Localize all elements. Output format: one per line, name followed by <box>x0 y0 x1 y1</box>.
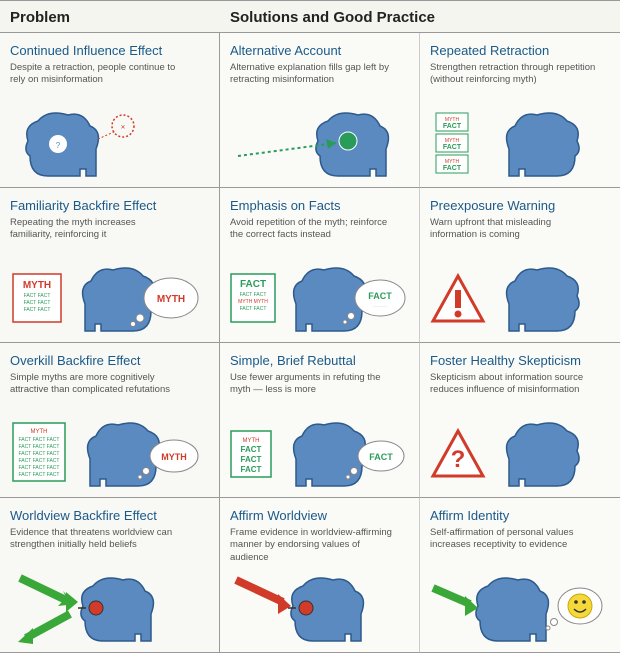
title: Alternative Account <box>230 43 411 58</box>
svg-text:FACT: FACT <box>241 465 262 474</box>
illus-alternative-account <box>228 101 411 181</box>
svg-text:MYTH: MYTH <box>31 429 48 435</box>
illus-simple-rebuttal: MYTH FACT FACT FACT FACT <box>228 411 411 491</box>
svg-text:FACT FACT: FACT FACT <box>24 293 51 299</box>
svg-text:FACT FACT: FACT FACT <box>240 292 267 298</box>
svg-text:~~~~~~: ~~~~~~ <box>373 304 388 309</box>
title: Familiarity Backfire Effect <box>10 198 211 213</box>
svg-text:FACT FACT: FACT FACT <box>240 306 267 312</box>
svg-text:?: ? <box>451 446 466 473</box>
svg-text:✕: ✕ <box>120 125 125 131</box>
desc: Simple myths are more cognitively attrac… <box>10 372 180 397</box>
desc: Repeating the myth increases familiarity… <box>10 217 180 242</box>
cell-sol2-3: Affirm Identity Self-affirmation of pers… <box>420 498 620 653</box>
cell-problem-2: Overkill Backfire Effect Simple myths ar… <box>0 343 220 498</box>
desc: Strengthen retraction through repetition… <box>430 62 600 87</box>
svg-text:FACT FACT FACT: FACT FACT FACT <box>19 444 60 450</box>
title: Simple, Brief Rebuttal <box>230 353 411 368</box>
title: Overkill Backfire Effect <box>10 353 211 368</box>
cell-sol2-2: Foster Healthy Skepticism Skepticism abo… <box>420 343 620 498</box>
desc: Avoid repetition of the myth; reinforce … <box>230 217 400 242</box>
desc: Warn upfront that misleading information… <box>430 217 600 242</box>
svg-text:FACT FACT FACT: FACT FACT FACT <box>19 451 60 457</box>
svg-text:FACT FACT FACT: FACT FACT FACT <box>19 465 60 471</box>
svg-text:FACT: FACT <box>368 291 392 301</box>
svg-text:MYTH MYTH: MYTH MYTH <box>238 299 268 305</box>
svg-text:FACT FACT: FACT FACT <box>24 300 51 306</box>
svg-text:FACT: FACT <box>241 455 262 464</box>
illus-preexposure-warning <box>428 256 612 336</box>
svg-text:FACT: FACT <box>241 445 262 454</box>
title: Affirm Identity <box>430 508 612 523</box>
svg-text:FACT FACT FACT: FACT FACT FACT <box>19 472 60 478</box>
title: Foster Healthy Skepticism <box>430 353 612 368</box>
title: Emphasis on Facts <box>230 198 411 213</box>
illus-overkill-backfire: MYTH FACT FACT FACT FACT FACT FACT FACT … <box>8 411 211 491</box>
cell-problem-3: Worldview Backfire Effect Evidence that … <box>0 498 220 653</box>
illus-foster-skepticism: ? <box>428 411 612 491</box>
illus-affirm-identity <box>428 566 612 646</box>
cell-problem-0: Continued Influence Effect Despite a ret… <box>0 33 220 188</box>
title: Affirm Worldview <box>230 508 411 523</box>
illus-affirm-worldview <box>228 566 411 646</box>
illus-familiarity-backfire: MYTH FACT FACT FACT FACT FACT FACT MYTH <box>8 256 211 336</box>
svg-text:MYTH: MYTH <box>243 438 260 444</box>
title: Preexposure Warning <box>430 198 612 213</box>
cell-sol1-0: Alternative Account Alternative explanat… <box>220 33 420 188</box>
title: Repeated Retraction <box>430 43 612 58</box>
title: Continued Influence Effect <box>10 43 211 58</box>
cell-sol1-3: Affirm Worldview Frame evidence in world… <box>220 498 420 653</box>
cell-sol2-1: Preexposure Warning Warn upfront that mi… <box>420 188 620 343</box>
illus-repeated-retraction: MYTH FACT MYTH FACT MYTH FACT <box>428 101 612 181</box>
svg-text:FACT: FACT <box>443 144 462 151</box>
svg-text:FACT FACT: FACT FACT <box>24 307 51 313</box>
title: Worldview Backfire Effect <box>10 508 211 523</box>
svg-text:FACT FACT FACT: FACT FACT FACT <box>19 458 60 464</box>
cell-sol1-1: Emphasis on Facts Avoid repetition of th… <box>220 188 420 343</box>
cell-sol1-2: Simple, Brief Rebuttal Use fewer argumen… <box>220 343 420 498</box>
cell-sol2-0: Repeated Retraction Strengthen retractio… <box>420 33 620 188</box>
svg-text:MYTH: MYTH <box>161 452 187 462</box>
svg-text:FACT: FACT <box>240 279 266 290</box>
svg-text:FACT: FACT <box>443 123 462 130</box>
desc: Use fewer arguments in refuting the myth… <box>230 372 400 397</box>
illus-emphasis-facts: FACT FACT FACT MYTH MYTH FACT FACT FACT … <box>228 256 411 336</box>
desc: Skepticism about information source redu… <box>430 372 600 397</box>
desc: Despite a retraction, people continue to… <box>10 62 180 87</box>
desc: Frame evidence in worldview-affirming ma… <box>230 527 400 564</box>
svg-text:FACT: FACT <box>443 165 462 172</box>
svg-text:MYTH: MYTH <box>23 280 51 291</box>
desc: Evidence that threatens worldview can st… <box>10 527 180 552</box>
svg-text:MYTH: MYTH <box>157 294 185 305</box>
illus-worldview-backfire <box>8 566 211 646</box>
header-solutions: Solutions and Good Practice <box>220 1 620 33</box>
header-problem: Problem <box>0 1 220 33</box>
svg-text:?: ? <box>56 141 61 150</box>
svg-text:FACT: FACT <box>369 452 393 462</box>
infographic-grid: Problem Solutions and Good Practice Cont… <box>0 0 620 653</box>
cell-problem-1: Familiarity Backfire Effect Repeating th… <box>0 188 220 343</box>
illus-continued-influence: ? ✕ <box>8 101 211 181</box>
svg-text:FACT FACT FACT: FACT FACT FACT <box>19 437 60 443</box>
desc: Alternative explanation fills gap left b… <box>230 62 400 87</box>
desc: Self-affirmation of personal values incr… <box>430 527 600 552</box>
